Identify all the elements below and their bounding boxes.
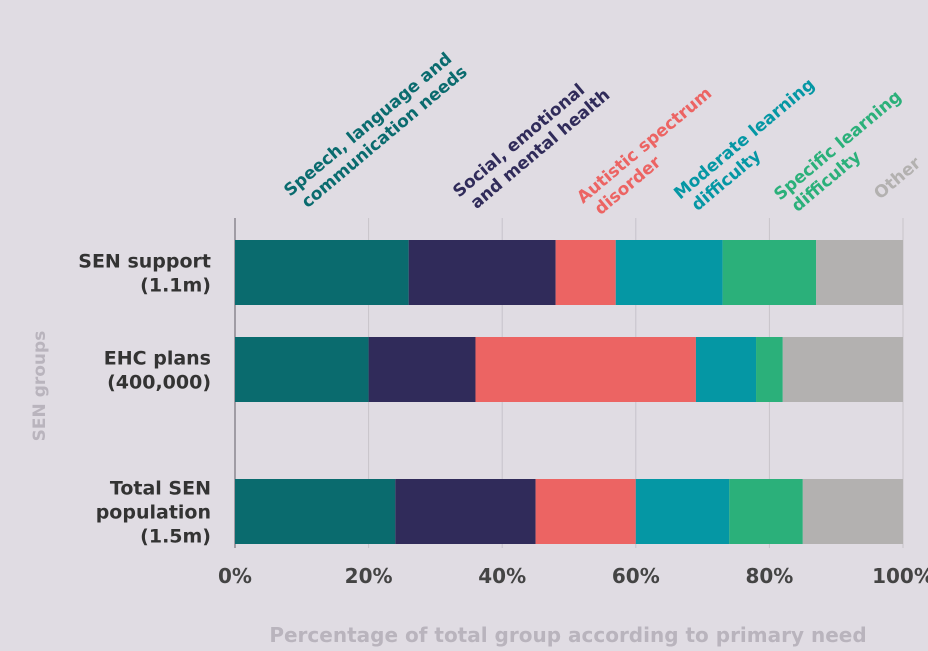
bar-segment	[368, 337, 476, 402]
category-label: EHC plans (400,000)	[104, 348, 211, 394]
bar-segment	[722, 240, 817, 305]
bar-segment	[802, 479, 903, 544]
x-tick-labels: 0% 20% 40% 60% 80% 100%	[218, 564, 928, 588]
x-tick-label: 80%	[745, 564, 793, 588]
x-tick-label: 60%	[612, 564, 660, 588]
bar-segment	[615, 240, 723, 305]
category-label: Total SEN population (1.5m)	[96, 478, 211, 548]
y-axis-title: SEN groups	[30, 331, 50, 442]
bar-segment	[635, 479, 730, 544]
legend-label: Other	[870, 153, 925, 204]
legend: Speech, language andcommunication needsS…	[280, 47, 925, 219]
bar-segment	[408, 240, 556, 305]
bar-segment	[816, 240, 903, 305]
bar-segment	[475, 337, 696, 402]
bar-segment	[235, 337, 369, 402]
x-tick-label: 20%	[345, 564, 393, 588]
bar-segment	[555, 240, 616, 305]
legend-label: Speech, language andcommunication needs	[280, 47, 471, 216]
category-label: SEN support (1.1m)	[78, 251, 211, 297]
category-labels: SEN support (1.1m) EHC plans (400,000) Total…	[78, 251, 211, 548]
bar-segment	[729, 479, 803, 544]
x-tick-label: 0%	[218, 564, 252, 588]
bar-segment	[535, 479, 636, 544]
bar-segment	[756, 337, 783, 402]
bar-segment	[395, 479, 536, 544]
x-tick-label: 40%	[478, 564, 526, 588]
bar-segment	[782, 337, 903, 402]
bar-segment	[235, 479, 396, 544]
bar-segment	[235, 240, 409, 305]
bars	[235, 240, 903, 544]
x-axis-title: Percentage of total group according to p…	[269, 623, 866, 647]
bar-segment	[695, 337, 757, 402]
x-tick-label: 100%	[872, 564, 928, 588]
